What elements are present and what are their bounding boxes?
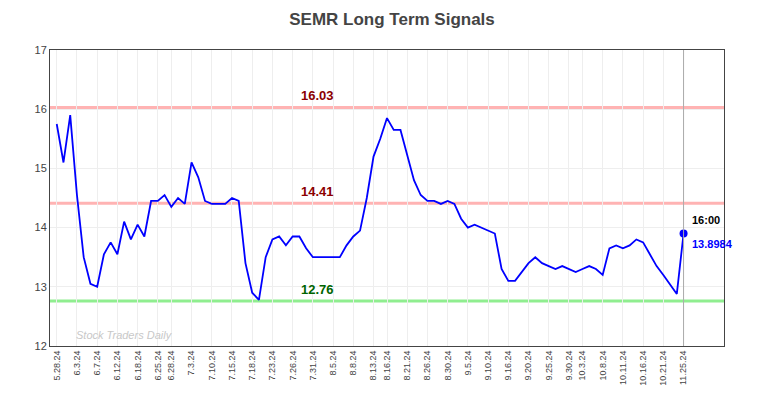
svg-text:9.10.24: 9.10.24	[483, 351, 493, 381]
svg-text:7.26.24: 7.26.24	[288, 351, 298, 381]
svg-text:11.25.24: 11.25.24	[678, 351, 688, 385]
svg-text:9.20.24: 9.20.24	[523, 351, 533, 381]
svg-text:8.26.24: 8.26.24	[422, 351, 432, 381]
svg-text:10.21.24: 10.21.24	[658, 351, 668, 386]
svg-text:8.5.24: 8.5.24	[328, 351, 338, 376]
svg-text:12: 12	[35, 340, 47, 352]
svg-text:7.10.24: 7.10.24	[207, 351, 217, 381]
svg-text:12.76: 12.76	[301, 282, 334, 297]
svg-text:6.3.24: 6.3.24	[72, 351, 82, 376]
svg-text:8.13.24: 8.13.24	[368, 351, 378, 381]
svg-text:SEMR Long Term Signals: SEMR Long Term Signals	[289, 10, 495, 29]
svg-text:13: 13	[35, 281, 47, 293]
svg-text:9.30.24: 9.30.24	[564, 351, 574, 381]
svg-text:10.16.24: 10.16.24	[638, 351, 648, 386]
svg-text:16: 16	[35, 103, 47, 115]
svg-text:6.28.24: 6.28.24	[166, 351, 176, 381]
svg-text:Stock Traders Daily: Stock Traders Daily	[76, 329, 173, 341]
svg-text:6.12.24: 6.12.24	[112, 351, 122, 381]
svg-text:8.16.24: 8.16.24	[382, 351, 392, 381]
svg-text:8.8.24: 8.8.24	[348, 351, 358, 376]
svg-text:16.03: 16.03	[301, 88, 334, 103]
svg-text:7.23.24: 7.23.24	[267, 351, 277, 381]
svg-text:14.41: 14.41	[301, 184, 334, 199]
svg-text:15: 15	[35, 162, 47, 174]
svg-text:10.3.24: 10.3.24	[577, 351, 587, 381]
svg-text:6.25.24: 6.25.24	[153, 351, 163, 381]
svg-text:17: 17	[35, 44, 47, 56]
svg-text:5.28.24: 5.28.24	[52, 351, 62, 381]
svg-text:9.25.24: 9.25.24	[544, 351, 554, 381]
svg-text:6.18.24: 6.18.24	[133, 351, 143, 381]
svg-text:7.18.24: 7.18.24	[247, 351, 257, 381]
svg-text:8.21.24: 8.21.24	[402, 351, 412, 381]
svg-text:6.7.24: 6.7.24	[92, 351, 102, 376]
svg-text:7.15.24: 7.15.24	[227, 351, 237, 381]
svg-text:8.30.24: 8.30.24	[443, 351, 453, 381]
svg-text:9.5.24: 9.5.24	[463, 351, 473, 376]
svg-text:10.8.24: 10.8.24	[598, 351, 608, 381]
svg-text:7.3.24: 7.3.24	[186, 351, 196, 376]
svg-text:14: 14	[35, 221, 47, 233]
svg-text:16:00: 16:00	[692, 214, 720, 226]
svg-text:9.16.24: 9.16.24	[503, 351, 513, 381]
svg-text:13.8984: 13.8984	[692, 238, 733, 250]
svg-text:10.11.24: 10.11.24	[618, 351, 628, 385]
svg-text:7.31.24: 7.31.24	[308, 351, 318, 381]
